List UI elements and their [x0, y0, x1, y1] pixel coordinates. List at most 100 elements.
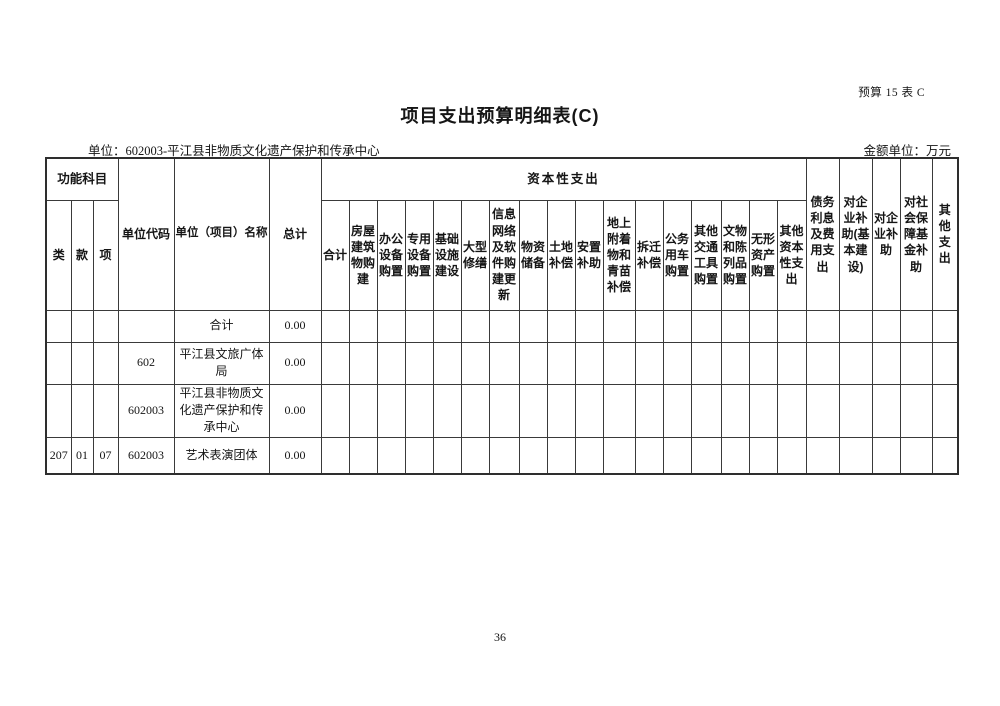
header-xiang: 项 — [92, 199, 119, 311]
empty-cell — [899, 341, 933, 385]
header-capital-sub-col: 大型修缮 — [460, 199, 490, 311]
table-cell — [45, 341, 72, 385]
empty-cell — [838, 436, 873, 475]
empty-cell — [748, 341, 778, 385]
header-capital-sub-col: 无形资产购置 — [748, 199, 778, 311]
empty-cell — [662, 341, 692, 385]
empty-cell — [404, 341, 434, 385]
empty-cell — [899, 436, 933, 475]
header-total: 总计 — [268, 157, 322, 311]
empty-cell — [488, 436, 520, 475]
header-capital-sub-col: 文物和陈列品购置 — [720, 199, 750, 311]
empty-cell — [776, 436, 807, 475]
empty-cell — [518, 341, 548, 385]
empty-cell — [546, 436, 576, 475]
header-right-col: 对企业补助 — [871, 157, 901, 311]
empty-cell — [720, 341, 750, 385]
header-capital-expenditure: 资本性支出 — [320, 157, 807, 201]
empty-cell — [720, 436, 750, 475]
empty-cell — [518, 309, 548, 343]
table-cell: 艺术表演团体 — [173, 436, 270, 475]
budget-table-container: 功能科目 单位代码 单位（项目）名称 总计 资本性支出 债务利息及费用支出 对企业补助(基本… — [45, 157, 959, 476]
empty-cell — [931, 309, 959, 343]
empty-cell — [720, 309, 750, 343]
empty-cell — [931, 383, 959, 438]
empty-cell — [662, 309, 692, 343]
table-cell: 0.00 — [268, 436, 322, 475]
header-capital-sub-col: 地上附着物和青苗补偿 — [602, 199, 636, 311]
empty-cell — [748, 383, 778, 438]
empty-cell — [662, 383, 692, 438]
table-cell — [117, 309, 175, 343]
budget-table: 功能科目 单位代码 单位（项目）名称 总计 资本性支出 债务利息及费用支出 对企业补助(基本… — [45, 157, 959, 476]
empty-cell — [432, 341, 462, 385]
empty-cell — [838, 309, 873, 343]
header-right-col: 债务利息及费用支出 — [805, 157, 840, 311]
empty-cell — [690, 383, 722, 438]
empty-cell — [320, 309, 350, 343]
table-cell: 602003 — [117, 436, 175, 475]
header-capital-sub-col: 其他交通工具购置 — [690, 199, 722, 311]
empty-cell — [376, 309, 406, 343]
empty-cell — [634, 309, 664, 343]
empty-cell — [899, 383, 933, 438]
header-capital-sub-col: 物资储备 — [518, 199, 548, 311]
header-capital-sub-col: 拆迁补偿 — [634, 199, 664, 311]
table-cell: 平江县非物质文化遗产保护和传承中心 — [173, 383, 270, 438]
empty-cell — [602, 383, 636, 438]
header-capital-sub-col: 安置补助 — [574, 199, 604, 311]
empty-cell — [871, 383, 901, 438]
empty-cell — [460, 383, 490, 438]
table-cell — [70, 309, 94, 343]
amount-unit-label: 金额单位：万元 — [863, 144, 951, 158]
header-capital-sub-col: 基础设施建设 — [432, 199, 462, 311]
empty-cell — [720, 383, 750, 438]
empty-cell — [748, 309, 778, 343]
table-cell: 合计 — [173, 309, 270, 343]
empty-cell — [776, 383, 807, 438]
header-capital-sub-col: 公务用车购置 — [662, 199, 692, 311]
header-right-col: 对社会保障基金补助 — [899, 157, 933, 311]
empty-cell — [518, 436, 548, 475]
empty-cell — [348, 436, 378, 475]
empty-cell — [574, 341, 604, 385]
empty-cell — [488, 309, 520, 343]
empty-cell — [404, 436, 434, 475]
empty-cell — [634, 383, 664, 438]
empty-cell — [805, 341, 840, 385]
empty-cell — [690, 436, 722, 475]
table-cell: 602003 — [117, 383, 175, 438]
header-capital-sub-col: 专用设备购置 — [404, 199, 434, 311]
header-lei: 类 — [45, 199, 72, 311]
empty-cell — [931, 436, 959, 475]
header-capital-sub-col: 其他资本性支出 — [776, 199, 807, 311]
empty-cell — [432, 309, 462, 343]
empty-cell — [871, 341, 901, 385]
empty-cell — [662, 436, 692, 475]
empty-cell — [376, 341, 406, 385]
empty-cell — [320, 436, 350, 475]
empty-cell — [871, 309, 901, 343]
empty-cell — [805, 383, 840, 438]
header-kuan: 款 — [70, 199, 94, 311]
table-cell: 0.00 — [268, 309, 322, 343]
empty-cell — [546, 309, 576, 343]
table-cell — [92, 383, 119, 438]
header-capital-sub-col: 房屋建筑物购建 — [348, 199, 378, 311]
table-cell — [92, 309, 119, 343]
empty-cell — [546, 383, 576, 438]
empty-cell — [376, 383, 406, 438]
table-row: 207 01 07 602003 艺术表演团体 0.00 — [45, 436, 959, 475]
table-row: 602003 平江县非物质文化遗产保护和传承中心 0.00 — [45, 383, 959, 438]
header-right-col: 其他支出 — [931, 157, 959, 311]
header-capital-sub-col: 办公设备购置 — [376, 199, 406, 311]
table-row: 602 平江县文旅广体局 0.00 — [45, 341, 959, 385]
empty-cell — [348, 383, 378, 438]
table-cell — [92, 341, 119, 385]
empty-cell — [574, 309, 604, 343]
empty-cell — [574, 436, 604, 475]
table-cell: 602 — [117, 341, 175, 385]
empty-cell — [348, 341, 378, 385]
header-capital-sub-col: 信息网络及软件购建更新 — [488, 199, 520, 311]
